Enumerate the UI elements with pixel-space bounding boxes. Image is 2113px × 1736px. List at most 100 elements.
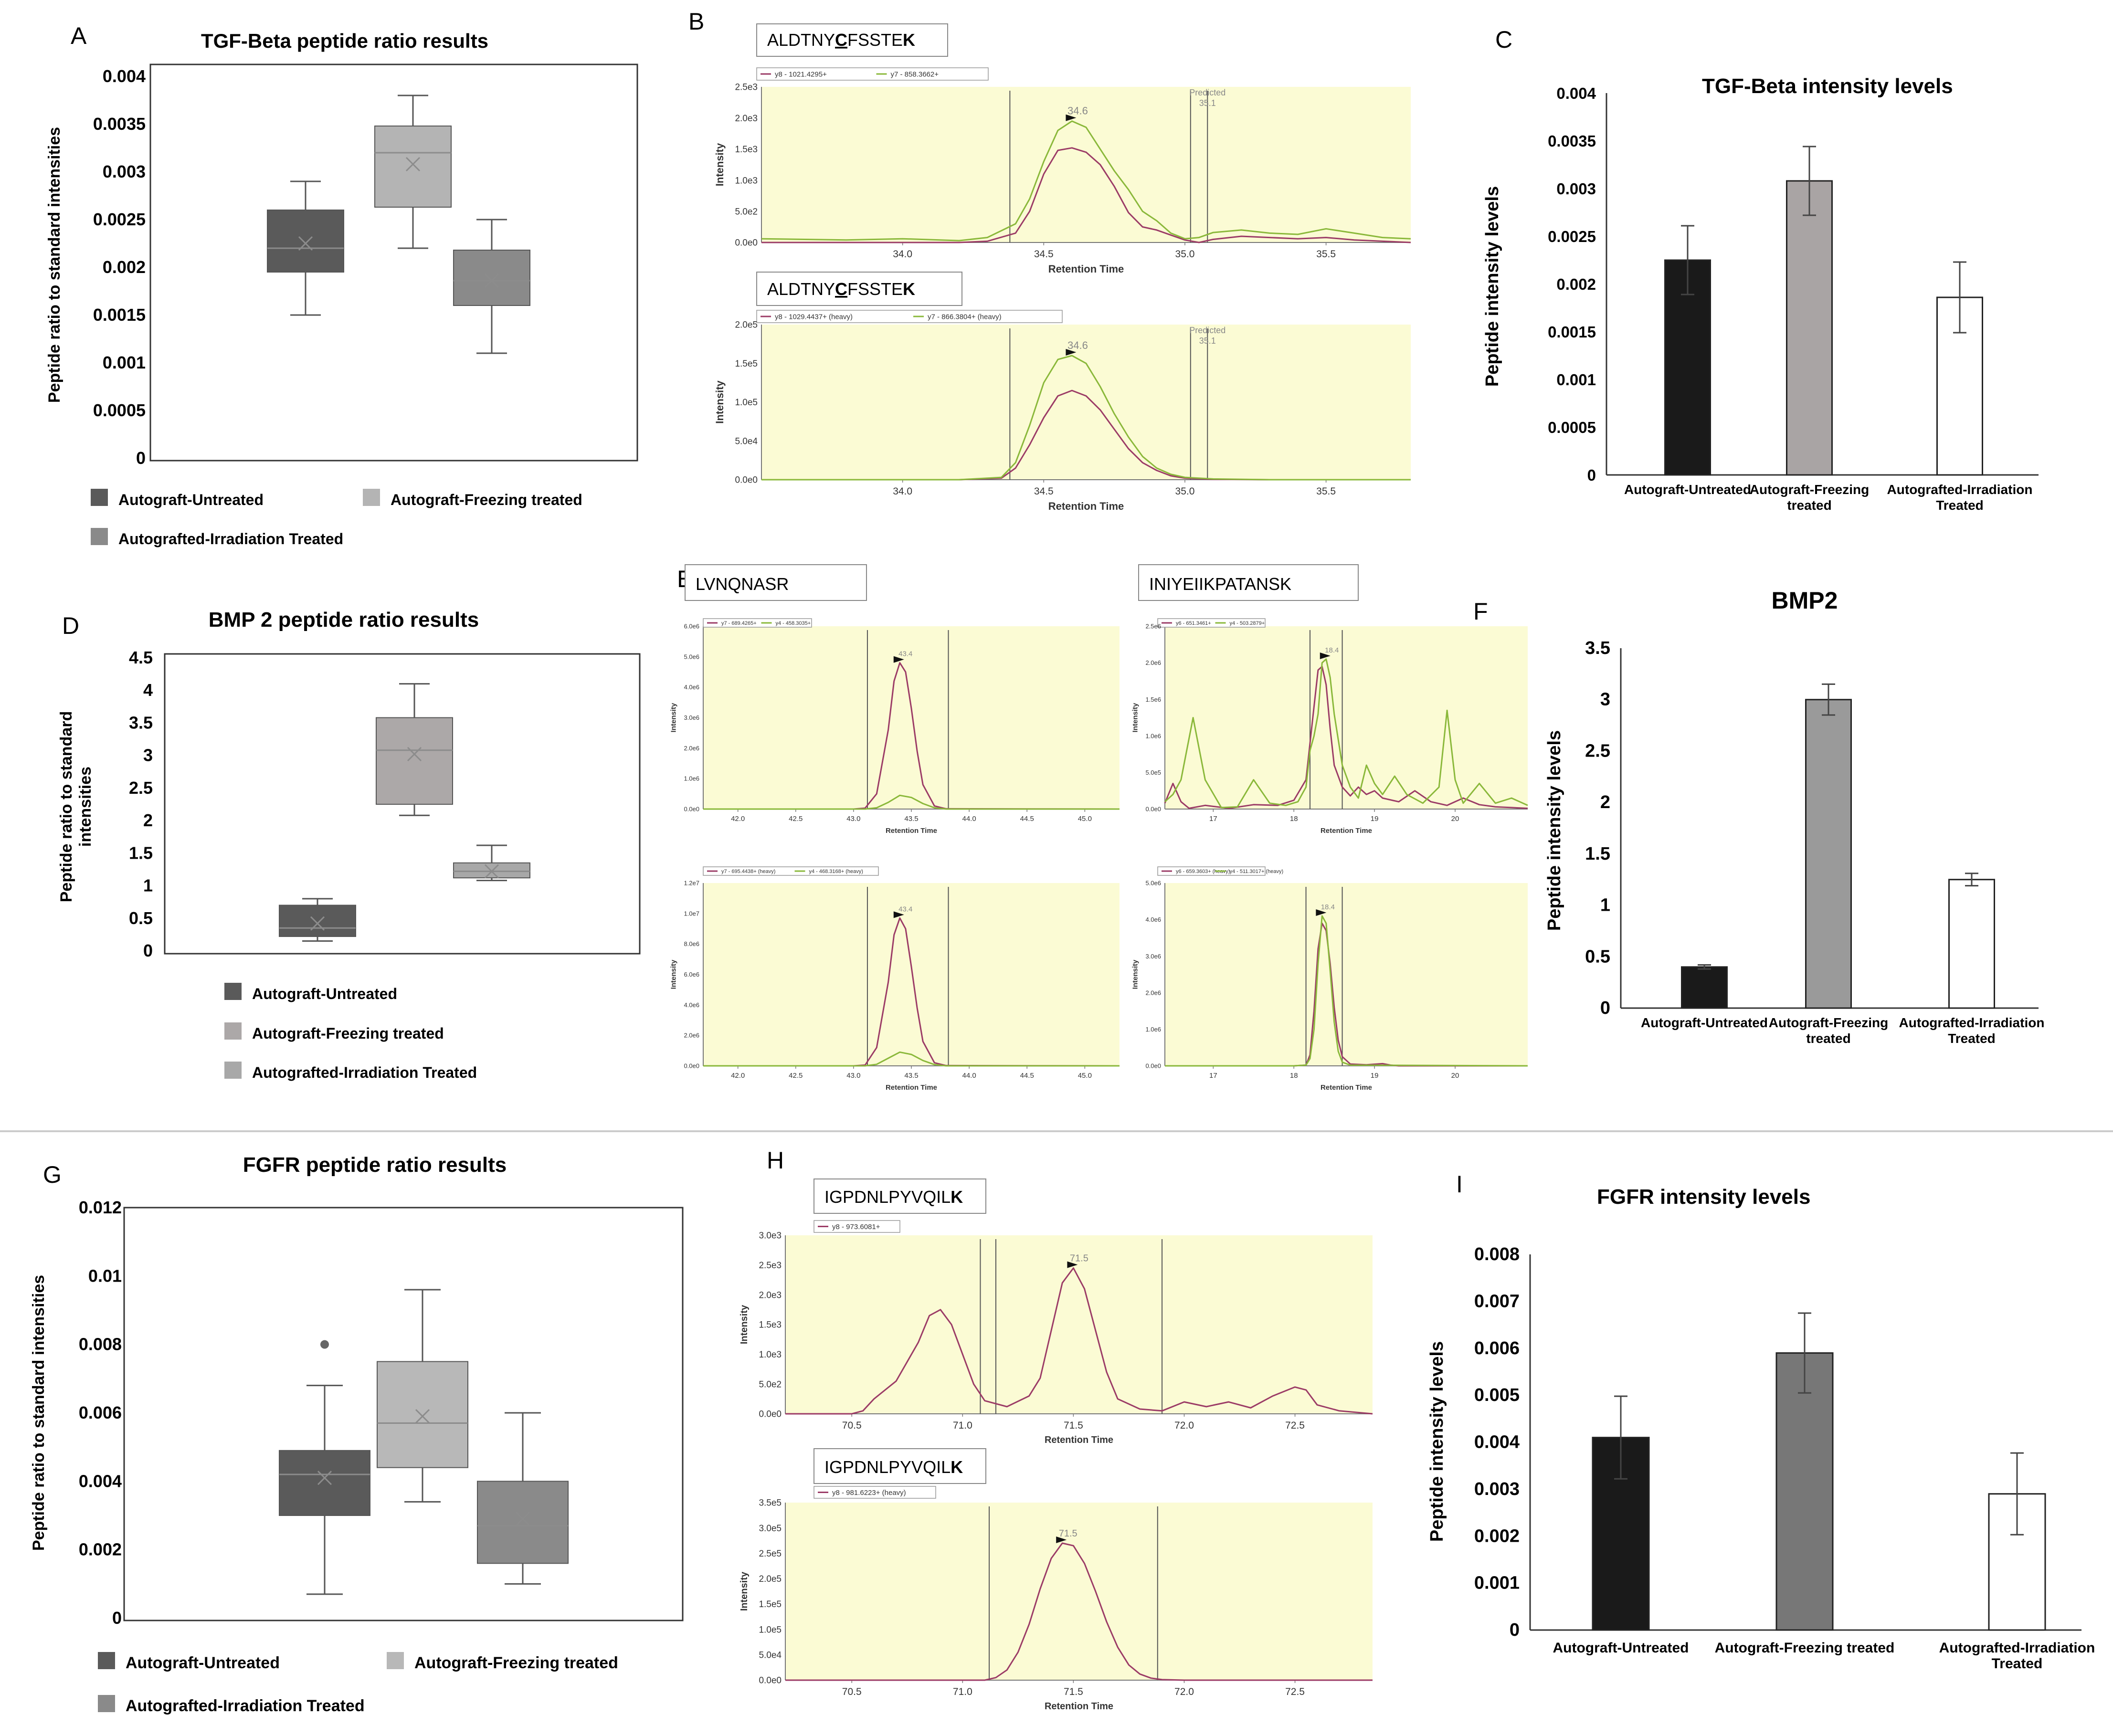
peak-retention-label: 43.4 <box>898 650 912 658</box>
peak-retention-label: 71.5 <box>1070 1253 1088 1264</box>
peptide-segment: IGPDNLPYVQIL <box>824 1187 951 1207</box>
y-tick-label: 0.006 <box>1474 1338 1520 1358</box>
chart-title: BMP 2 peptide ratio results <box>209 608 479 631</box>
y-tick-label: 0.0025 <box>1548 228 1596 245</box>
trace-y4-heavy <box>703 1051 1120 1067</box>
box-body <box>374 126 452 208</box>
plot-background <box>703 626 1120 809</box>
y-tick-label: 0.5 <box>1585 947 1610 967</box>
panel-letter-g: G <box>43 1161 62 1188</box>
y-tick-label: 0 <box>1510 1620 1520 1640</box>
legend-label: Autograft-Freezing treated <box>391 491 582 508</box>
panel-letter-b: B <box>688 8 704 35</box>
peptide-label-box <box>685 564 867 601</box>
y-tick-label: 0.0015 <box>1548 323 1596 341</box>
y-axis-label: Peptide intensity levels <box>1544 730 1564 931</box>
x-tick-label: 20 <box>1451 815 1459 823</box>
trace-y8-heavy <box>785 1542 1373 1681</box>
y-tick-label: 5.0e2 <box>735 207 758 217</box>
x-axis-label: Retention Time <box>1048 500 1124 512</box>
trace-legend-label: y6 - 659.3603+ (heavy) <box>1176 869 1230 874</box>
peptide-segment: FSSTE <box>847 279 903 299</box>
x-tick-label: 42.5 <box>789 815 803 823</box>
peak-marker <box>1320 652 1331 659</box>
category-label: Treated <box>1992 1656 2043 1672</box>
y-tick-label: 0.003 <box>103 162 146 181</box>
box-body <box>279 1450 370 1516</box>
chart-title: TGF-Beta peptide ratio results <box>201 30 488 52</box>
trace-y7 <box>703 662 1120 810</box>
panel-letter-i: I <box>1456 1171 1463 1198</box>
x-tick-label: 42.0 <box>731 815 745 823</box>
y-tick-label: 3.0e3 <box>759 1231 782 1241</box>
y-tick-label: 0.0025 <box>93 210 146 229</box>
legend-swatch <box>91 528 108 545</box>
plot-frame <box>123 1207 684 1621</box>
y-tick-label: 0.0035 <box>93 114 146 134</box>
x-tick-label: 34.5 <box>1034 249 1054 260</box>
peak-marker <box>1066 349 1077 356</box>
y-tick-label: 3.0e5 <box>759 1524 782 1534</box>
panel-letter-h: H <box>767 1147 784 1174</box>
legend-label: Autograft-Untreated <box>126 1654 280 1672</box>
y-tick-label: 0.007 <box>1474 1291 1520 1311</box>
x-tick-label: 44.5 <box>1020 815 1034 823</box>
legend-label: Autografted-Irradiation Treated <box>126 1697 365 1715</box>
y-tick-label: 0.0005 <box>1548 419 1596 436</box>
y-tick-label: 0.0035 <box>1548 132 1596 150</box>
legend-label: Autograft-Freezing treated <box>414 1654 618 1672</box>
x-axis-label: Retention Time <box>1321 1084 1372 1092</box>
y-tick-label: 0.0e0 <box>1145 806 1161 813</box>
y-tick-label: 2.0e6 <box>1145 659 1161 666</box>
bar-1 <box>1681 966 1728 1009</box>
peptide-sequence: ALDTNYCFSSTEK <box>767 279 915 299</box>
x-tick-label: 19 <box>1371 1072 1379 1080</box>
x-tick-label: 70.5 <box>842 1686 862 1697</box>
peptide-segment: ALDTNY <box>767 279 835 299</box>
y-axis-label: Peptide ratio to standard <box>57 711 75 903</box>
y-tick-label: 2.0e6 <box>684 1032 699 1039</box>
category-label: Autografted-Irradiation <box>1939 1640 2095 1656</box>
legend-swatch <box>224 983 242 1000</box>
trace-legend-box <box>756 67 989 81</box>
y-tick-label: 0.0e0 <box>684 1063 699 1070</box>
x-tick-label: 42.5 <box>789 1072 803 1080</box>
y-tick-label: 1.0e7 <box>684 910 699 917</box>
y-axis-label: Intensity <box>1131 703 1140 732</box>
category-label: Autograft-Untreated <box>1553 1640 1689 1656</box>
y-tick-label: 0.01 <box>88 1266 122 1285</box>
chromatogram-e1: LVNQNASR y7 - 689.4265+ y4 - 458.3035+ 0.0e… <box>670 564 1120 835</box>
chart-title: FGFR peptide ratio results <box>243 1153 507 1177</box>
x-axis-label: Retention Time <box>1048 263 1124 275</box>
panel-letter-c: C <box>1495 26 1512 53</box>
chart-title: TGF-Beta intensity levels <box>1702 74 1953 98</box>
y-tick-label: 2 <box>1600 792 1610 812</box>
trace-legend-label: y7 - 858.3662+ <box>891 70 939 78</box>
y-axis-label: Intensity <box>1131 959 1140 989</box>
x-tick-label: 44.5 <box>1020 1072 1034 1080</box>
y-tick-label: 2.0e3 <box>759 1290 782 1300</box>
y-tick-label: 0 <box>1587 466 1596 484</box>
box-body <box>377 1361 468 1468</box>
plot-frame <box>149 63 638 462</box>
bar-chart-i: FGFR intensity levels Peptide intensity l… <box>1427 1185 2095 1672</box>
legend-label: Autografted-Irradiation Treated <box>252 1064 477 1081</box>
legend-swatch <box>387 1652 404 1669</box>
peptide-segment: LVNQNASR <box>696 574 789 594</box>
y-tick-label: 0 <box>136 448 146 468</box>
y-tick-label: 0.001 <box>1556 371 1596 389</box>
plot-background <box>761 87 1411 242</box>
category-label: Autograft-Freezing treated <box>1715 1640 1895 1656</box>
box-2 <box>377 1289 468 1503</box>
trace-legend-label: y4 - 503.2879+ <box>1230 621 1265 626</box>
chart-title: BMP2 <box>1772 587 1838 614</box>
trace-y4-heavy <box>1165 915 1528 1067</box>
y-tick-label: 1.5e5 <box>759 1599 782 1610</box>
x-tick-label: 20 <box>1451 1072 1459 1080</box>
x-tick-label: 35.5 <box>1316 486 1336 497</box>
predicted-label: Predicted <box>1189 326 1226 335</box>
category-label: Treated <box>1948 1031 1996 1046</box>
plot-background <box>1165 626 1528 809</box>
